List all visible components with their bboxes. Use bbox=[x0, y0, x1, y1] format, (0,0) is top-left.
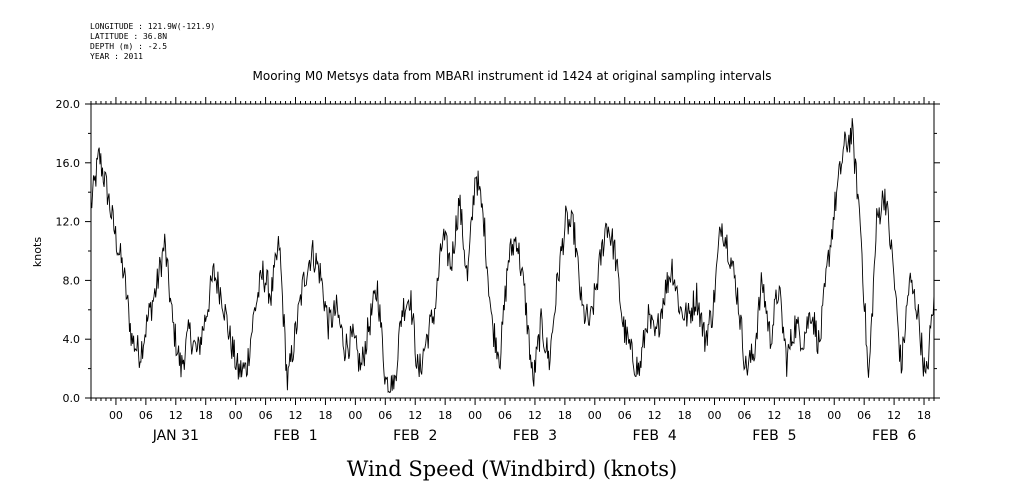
year-text: YEAR : 2011 bbox=[90, 52, 143, 61]
y-tick-label: 20.0 bbox=[56, 98, 81, 111]
x-tick-label: 18 bbox=[797, 409, 811, 422]
x-tick-label: 12 bbox=[648, 409, 662, 422]
x-tick-label: 12 bbox=[408, 409, 422, 422]
x-axis-label: Wind Speed (Windbird) (knots) bbox=[347, 457, 677, 481]
day-label: FEB 3 bbox=[513, 428, 557, 444]
y-tick-label: 16.0 bbox=[56, 157, 81, 170]
x-tick-label: 00 bbox=[109, 409, 123, 422]
day-label: FEB 4 bbox=[633, 428, 677, 444]
x-tick-label: 00 bbox=[229, 409, 243, 422]
x-tick-label: 12 bbox=[289, 409, 303, 422]
y-tick-label: 8.0 bbox=[63, 274, 81, 287]
x-tick-label: 00 bbox=[827, 409, 841, 422]
chart-title: Mooring M0 Metsys data from MBARI instru… bbox=[253, 69, 772, 83]
x-tick-label: 00 bbox=[588, 409, 602, 422]
y-tick-label: 0.0 bbox=[63, 392, 81, 405]
wind-speed-line bbox=[90, 118, 935, 394]
x-tick-label: 06 bbox=[378, 409, 392, 422]
x-tick-label: 12 bbox=[169, 409, 183, 422]
x-tick-label: 18 bbox=[558, 409, 572, 422]
data-series bbox=[90, 118, 935, 394]
x-tick-label: 12 bbox=[767, 409, 781, 422]
x-tick-label: 18 bbox=[438, 409, 452, 422]
x-tick-label: 06 bbox=[259, 409, 273, 422]
x-tick-label: 00 bbox=[348, 409, 362, 422]
axis-tick-labels: 0.0 4.0 8.0 12.0 16.0 20.0 00 06 12 18 00 06 12 18 00 0… bbox=[56, 98, 932, 444]
day-label: JAN 31 bbox=[152, 428, 199, 444]
x-tick-label: 00 bbox=[468, 409, 482, 422]
plot-frame bbox=[90, 103, 935, 399]
y-axis-label: knots bbox=[31, 237, 44, 267]
x-tick-label: 18 bbox=[199, 409, 213, 422]
longitude-text: LONGITUDE : 121.9W(-121.9) bbox=[90, 22, 216, 31]
depth-text: DEPTH (m) : -2.5 bbox=[90, 42, 168, 51]
day-label: FEB 1 bbox=[273, 428, 317, 444]
x-tick-label: 12 bbox=[528, 409, 542, 422]
x-tick-label: 12 bbox=[887, 409, 901, 422]
x-tick-label: 18 bbox=[678, 409, 692, 422]
x-tick-label: 18 bbox=[318, 409, 332, 422]
x-tick-label: 06 bbox=[857, 409, 871, 422]
station-metadata: LONGITUDE : 121.9W(-121.9) LATITUDE : 36… bbox=[90, 22, 215, 62]
x-tick-label: 18 bbox=[917, 409, 931, 422]
y-tick-label: 12.0 bbox=[56, 216, 81, 229]
x-tick-label: 06 bbox=[139, 409, 153, 422]
day-label: FEB 6 bbox=[872, 428, 916, 444]
day-label: FEB 2 bbox=[393, 428, 437, 444]
x-tick-label: 06 bbox=[737, 409, 751, 422]
y-tick-label: 4.0 bbox=[63, 333, 81, 346]
x-tick-label: 00 bbox=[708, 409, 722, 422]
x-tick-label: 06 bbox=[498, 409, 512, 422]
x-tick-label: 06 bbox=[618, 409, 632, 422]
day-label: FEB 5 bbox=[752, 428, 796, 444]
latitude-text: LATITUDE : 36.8N bbox=[90, 32, 168, 41]
axis-ticks bbox=[85, 97, 940, 405]
